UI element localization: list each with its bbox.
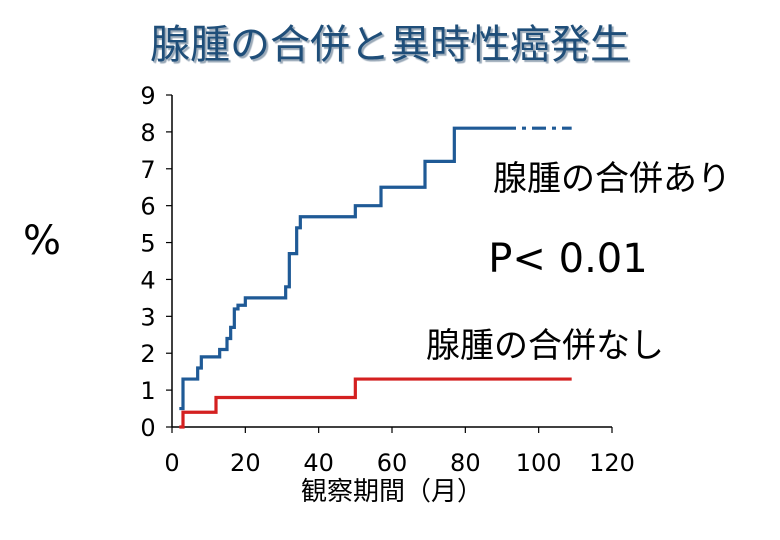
y-tick-label-5: 5 <box>140 230 155 258</box>
y-tick-label-6: 6 <box>140 193 155 221</box>
y-tick-label-0: 0 <box>140 414 155 442</box>
series-line-2 <box>179 377 572 429</box>
x-tick-label-0: 0 <box>164 449 179 477</box>
y-tick-label-7: 7 <box>140 156 155 184</box>
y-tick-label-9: 9 <box>140 82 155 110</box>
y-tick-label-2: 2 <box>140 340 155 368</box>
annotation-p-value: P< 0.01 <box>488 236 647 282</box>
y-tick-label-3: 3 <box>140 303 155 331</box>
x-tick-label-60: 60 <box>377 449 408 477</box>
x-tick-label-100: 100 <box>516 449 562 477</box>
series-line-1 <box>179 126 502 411</box>
y-axis-label: % <box>23 218 61 264</box>
y-tick-label-8: 8 <box>140 119 155 147</box>
x-axis-label: 観察期間（月） <box>301 477 483 507</box>
x-tick-label-120: 120 <box>589 449 635 477</box>
x-tick-label-20: 20 <box>230 449 261 477</box>
slide-title: 腺腫の合併と異時性癌発生 <box>150 22 630 68</box>
series-label-1: 腺腫の合併あり <box>493 159 731 199</box>
x-tick-label-40: 40 <box>303 449 334 477</box>
y-tick-label-1: 1 <box>140 377 155 405</box>
series-label-2: 腺腫の合併なし <box>426 326 664 366</box>
y-tick-label-4: 4 <box>140 266 155 294</box>
x-tick-label-80: 80 <box>450 449 481 477</box>
